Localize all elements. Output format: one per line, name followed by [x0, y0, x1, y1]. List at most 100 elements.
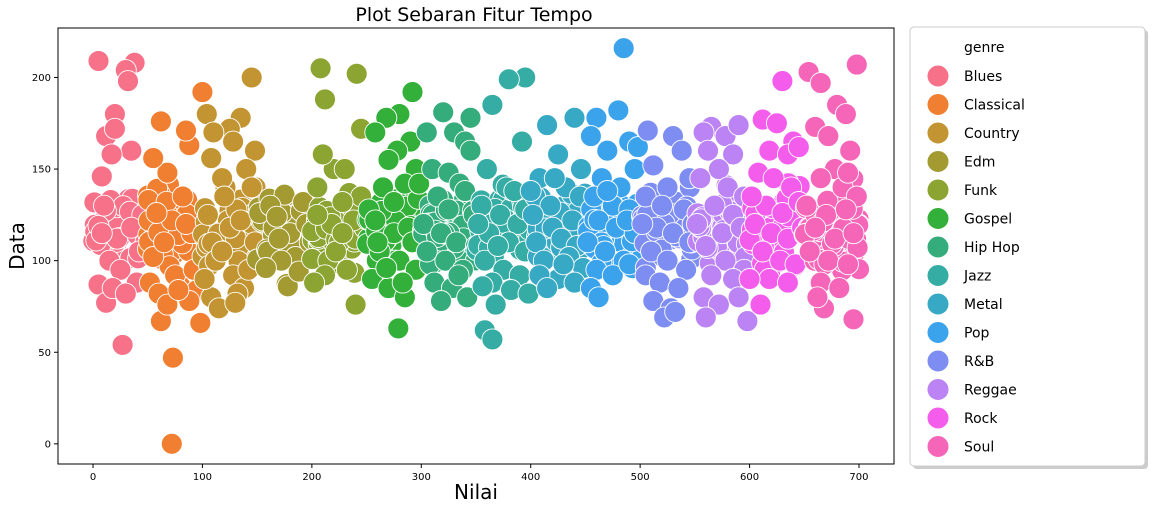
point-soul-58 — [834, 198, 857, 221]
point-rock-68 — [740, 185, 763, 208]
legend-label: Hip Hop — [964, 240, 1020, 256]
point-r-b-58 — [675, 258, 698, 281]
y-axis: 0 50 100 150 200 — [32, 73, 58, 450]
point-metal-44 — [536, 114, 559, 137]
legend-label: Classical — [964, 98, 1025, 114]
point-classical-57 — [171, 185, 194, 208]
point-metal-51 — [521, 203, 544, 226]
point-funk-53 — [306, 203, 329, 226]
point-pop-44 — [612, 37, 635, 60]
point-funk-50 — [333, 158, 356, 181]
point-soul-48 — [834, 103, 857, 126]
points-layer — [82, 37, 870, 455]
legend-marker — [926, 64, 950, 88]
point-jazz-62 — [484, 293, 507, 316]
legend-label: Metal — [964, 297, 1003, 313]
point-classical-52 — [189, 311, 212, 334]
legend-marker — [926, 93, 950, 116]
point-pop-59 — [576, 231, 599, 254]
point-classical-47 — [149, 110, 172, 133]
point-edm-55 — [276, 275, 299, 298]
point-funk-67 — [306, 176, 329, 199]
point-reggae-45 — [692, 121, 715, 144]
legend-label: Blues — [964, 69, 1002, 85]
point-pop-69 — [626, 136, 649, 159]
chart-title: Plot Sebaran Fitur Tempo — [355, 4, 592, 26]
x-axis: 0 100 200 300 400 500 600 700 — [90, 464, 869, 483]
legend-label: Reggae — [964, 383, 1017, 399]
point-blues-44 — [87, 50, 110, 72]
point-r-b-67 — [631, 213, 654, 235]
legend-marker — [926, 235, 950, 259]
point-hip-hop-46 — [415, 121, 438, 144]
point-soul-62 — [798, 240, 821, 263]
point-soul-63 — [817, 249, 840, 272]
legend-marker — [926, 207, 950, 230]
point-metal-63 — [536, 277, 559, 300]
point-country-57 — [229, 209, 252, 232]
point-soul-56 — [795, 194, 818, 217]
point-hip-hop-55 — [412, 213, 435, 235]
point-soul-70 — [837, 161, 859, 184]
point-pop-66 — [587, 286, 610, 309]
point-soul-64 — [837, 253, 859, 276]
point-soul-59 — [804, 216, 827, 239]
point-r-b-44 — [636, 119, 659, 142]
point-gospel-66 — [382, 191, 405, 213]
point-country-48 — [222, 130, 245, 153]
legend-marker — [926, 435, 950, 458]
point-blues-60 — [93, 194, 115, 217]
legend-marker — [926, 378, 950, 401]
point-classical-45 — [161, 346, 184, 369]
point-rock-65 — [749, 293, 772, 316]
point-soul-50 — [817, 125, 840, 148]
point-classical-46 — [160, 432, 183, 455]
point-reggae-59 — [694, 235, 717, 257]
point-pop-46 — [585, 106, 608, 129]
point-gospel-64 — [366, 231, 389, 254]
point-jazz-69 — [471, 275, 494, 298]
point-hip-hop-49 — [459, 139, 482, 162]
point-funk-66 — [331, 191, 354, 213]
legend-items: Blues Classical Country Edm Funk Gospel Hip Ho… — [926, 64, 1025, 458]
point-hip-hop-68 — [437, 198, 460, 221]
point-country-54 — [240, 176, 263, 199]
point-hip-hop-67 — [415, 240, 438, 263]
point-gospel-47 — [364, 121, 387, 144]
legend-label: R&B — [964, 354, 994, 370]
point-rock-63 — [758, 268, 781, 290]
legend-label: Country — [964, 126, 1020, 142]
legend-title: genre — [964, 40, 1004, 56]
point-r-b-57 — [656, 249, 679, 272]
point-country-53 — [202, 121, 225, 144]
point-r-b-48 — [656, 176, 679, 199]
point-rock-44 — [771, 70, 794, 93]
point-edm-52 — [268, 227, 290, 250]
point-metal-66 — [570, 158, 592, 181]
point-classical-71 — [167, 279, 190, 301]
point-soul-53 — [809, 167, 832, 190]
point-classical-68 — [145, 202, 168, 224]
y-tick-label: 150 — [32, 165, 51, 176]
point-gospel-44 — [401, 81, 424, 104]
point-country-67 — [211, 240, 234, 263]
point-reggae-56 — [686, 213, 708, 235]
x-axis-label: Nilai — [454, 480, 498, 504]
legend-marker — [926, 150, 950, 173]
point-pop-45 — [607, 99, 630, 122]
point-funk-59 — [324, 240, 347, 263]
plot-frame — [57, 27, 895, 465]
point-country-51 — [235, 158, 258, 181]
point-reggae-68 — [736, 310, 759, 333]
point-reggae-47 — [697, 139, 719, 162]
point-classical-69 — [156, 293, 179, 316]
point-country-64 — [213, 185, 236, 208]
point-reggae-67 — [727, 286, 750, 309]
point-gospel-67 — [364, 209, 387, 232]
point-pop-47 — [579, 125, 602, 148]
legend-label: Soul — [964, 440, 994, 456]
point-jazz-51 — [489, 203, 512, 226]
legend-label: Funk — [964, 183, 998, 199]
legend-label: Gospel — [964, 212, 1012, 228]
point-metal-45 — [563, 106, 586, 129]
